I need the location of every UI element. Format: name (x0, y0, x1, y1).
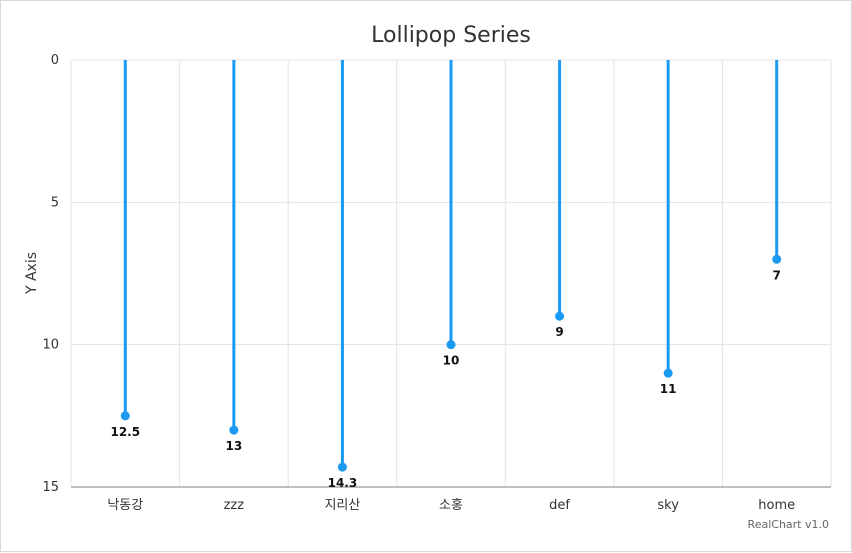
lollipop-point[interactable] (772, 254, 782, 264)
credit-text: RealChart v1.0 (748, 518, 829, 531)
x-tick-label: zzz (224, 498, 245, 513)
lollipop-point[interactable] (446, 340, 456, 350)
lollipop-point[interactable] (229, 425, 239, 435)
data-label: 13 (226, 439, 243, 453)
x-tick-label: def (549, 498, 570, 513)
x-tick-label: 지리산 (324, 498, 360, 513)
data-label: 11 (660, 382, 677, 396)
x-tick-label: sky (657, 498, 679, 513)
y-tick-label: 15 (42, 480, 59, 495)
lollipop-point[interactable] (555, 311, 565, 321)
data-labels: 12.5 13 14.3 10 9 11 7 (110, 268, 780, 490)
y-tick-label: 0 (51, 53, 59, 68)
data-label: 14.3 (328, 476, 358, 490)
lollipop-point[interactable] (663, 368, 673, 378)
data-label: 12.5 (110, 425, 140, 439)
lollipop-point[interactable] (120, 411, 130, 421)
x-tick-label: 소홍 (439, 498, 463, 513)
y-tick-label: 10 (42, 338, 59, 353)
lollipop-point[interactable] (337, 462, 347, 472)
y-axis-ticks: 0 5 10 15 (42, 53, 59, 495)
data-label: 9 (555, 325, 563, 339)
x-axis-ticks: 낙동강 zzz 지리산 소홍 def sky home (107, 498, 795, 513)
data-label: 10 (443, 354, 460, 368)
chart-title: Lollipop Series (371, 23, 531, 48)
y-axis-title: Y Axis (24, 252, 40, 295)
lollipop-series (120, 60, 782, 472)
y-tick-label: 5 (51, 195, 59, 210)
data-label: 7 (773, 268, 781, 282)
x-tick-label: home (758, 498, 795, 513)
x-tick-label: 낙동강 (107, 498, 143, 513)
